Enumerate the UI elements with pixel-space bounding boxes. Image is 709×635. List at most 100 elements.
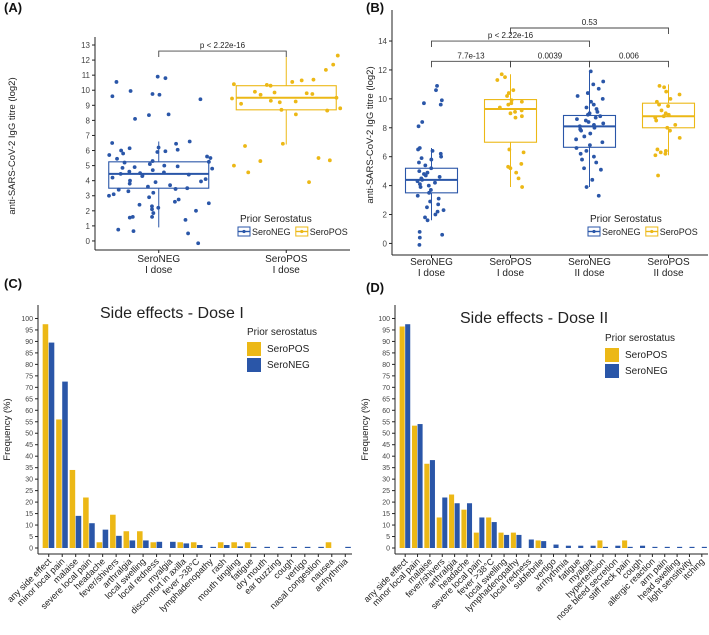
data-point: [338, 106, 343, 111]
data-point: [110, 175, 115, 180]
legend-title: Prior serostatus: [247, 327, 317, 338]
data-point: [516, 176, 521, 181]
y-tick-label: 90: [25, 339, 33, 346]
bar-seropos: [473, 532, 479, 548]
data-point: [436, 196, 441, 201]
data-point: [162, 163, 167, 168]
data-point: [417, 229, 422, 234]
bar-seropos: [597, 540, 603, 548]
data-point: [147, 113, 151, 118]
bar-seropos: [217, 542, 224, 548]
legend: Prior Serostatus SeroNEG SeroPOS: [237, 214, 348, 237]
data-point: [425, 218, 430, 223]
bar-seropos: [110, 514, 116, 548]
x-tick-label: II dose: [653, 268, 683, 279]
data-point: [127, 181, 132, 186]
legend-key-point: [650, 229, 654, 234]
data-point: [186, 231, 190, 236]
legend-key: [247, 358, 261, 372]
bar-seroneg: [627, 546, 633, 548]
data-point: [150, 168, 155, 173]
data-point: [163, 149, 168, 154]
data-point: [127, 215, 132, 220]
y-tick-label: 14: [378, 37, 387, 46]
y-tick-label: 45: [382, 442, 390, 449]
bar-seroneg: [197, 545, 203, 548]
data-point: [110, 141, 115, 145]
bar-seropos: [436, 517, 442, 548]
y-tick-label: 0: [29, 546, 33, 553]
data-point: [299, 78, 304, 83]
y-tick-label: 80: [382, 362, 390, 369]
x-tick-label: SeroNEG: [410, 257, 453, 268]
legend: Prior Serostatus SeroNEG SeroPOS: [587, 214, 698, 237]
x-tick-label: I dose: [273, 265, 301, 276]
data-point: [596, 86, 601, 91]
y-tick-label: 75: [382, 373, 390, 380]
y-tick-label: 0: [383, 239, 388, 248]
y-tick-label: 40: [25, 454, 33, 461]
bar-seroneg: [102, 529, 109, 548]
bar-seroneg: [516, 534, 522, 548]
panel-label: (A): [4, 0, 22, 15]
bar-seroneg: [640, 545, 646, 548]
x-tick-label: II dose: [574, 268, 604, 279]
data-point: [166, 112, 171, 117]
data-point: [155, 74, 160, 79]
legend-key-point: [300, 229, 304, 234]
data-point: [577, 124, 582, 129]
y-tick-label: 7: [86, 131, 91, 140]
y-tick-label: 85: [25, 350, 33, 357]
data-point: [666, 112, 671, 117]
data-point: [668, 128, 672, 133]
data-point: [654, 99, 659, 104]
data-point: [423, 173, 428, 178]
data-point: [677, 92, 682, 97]
p-value-label: p < 2.22e-16: [200, 41, 246, 50]
data-point: [508, 166, 513, 171]
bar-seropos: [461, 509, 467, 548]
y-tick-label: 2: [86, 207, 91, 216]
data-point: [575, 94, 580, 98]
data-point: [425, 205, 429, 210]
data-point: [589, 99, 593, 104]
legend-label: SeroNEG: [625, 366, 668, 377]
y-tick-label: 20: [382, 500, 390, 507]
bar-seroneg: [442, 497, 448, 548]
data-point: [419, 156, 424, 161]
data-point: [185, 186, 190, 191]
data-point: [429, 157, 434, 162]
data-point: [107, 153, 112, 157]
data-point: [578, 151, 583, 156]
bar-seropos: [622, 540, 628, 548]
y-tick-label: 1: [86, 222, 91, 231]
data-point: [174, 141, 178, 146]
y-tick-label: 4: [383, 182, 388, 191]
data-point: [311, 77, 316, 82]
data-point: [600, 140, 605, 145]
data-point: [132, 165, 137, 170]
data-point: [663, 151, 668, 156]
legend-title: Prior serostatus: [605, 333, 675, 344]
bar-seroneg: [223, 545, 230, 548]
data-point: [230, 96, 234, 101]
data-point: [194, 208, 198, 213]
significance-bracket: [589, 60, 669, 68]
data-point: [508, 111, 513, 116]
significance-bracket: [510, 60, 590, 68]
data-point: [434, 88, 438, 93]
data-point: [126, 189, 131, 194]
bar-seropos: [137, 531, 143, 548]
y-tick-label: 10: [81, 86, 90, 95]
y-tick-label: 50: [382, 431, 390, 438]
data-point: [506, 102, 511, 107]
data-point: [662, 85, 667, 90]
data-point: [128, 178, 132, 183]
data-point: [203, 177, 208, 182]
x-tick-label: I dose: [497, 268, 525, 279]
bar-seroneg: [237, 546, 243, 548]
y-tick-label: 12: [81, 56, 90, 65]
data-point: [183, 217, 188, 222]
significance-bracket: [510, 27, 669, 35]
